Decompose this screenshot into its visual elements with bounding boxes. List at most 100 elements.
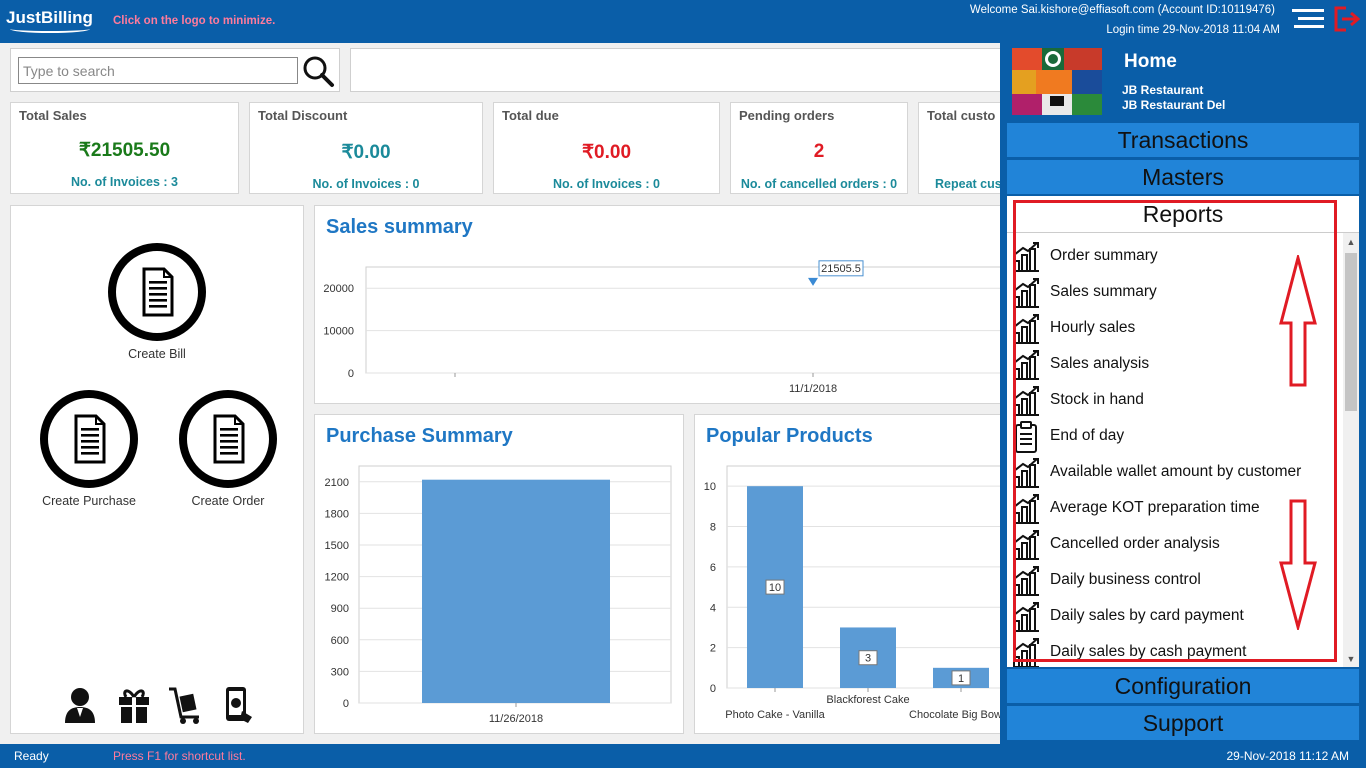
- y-tick-label: 2100: [325, 477, 349, 489]
- data-label-box: [765, 579, 785, 595]
- create-order-button[interactable]: Create Order: [172, 390, 284, 508]
- y-tick-label: 10000: [323, 326, 354, 338]
- report-item-label: Stock in hand: [1050, 391, 1144, 408]
- shortcut-hint: Press F1 for shortcut list.: [113, 749, 246, 763]
- bar-chart-icon: [1011, 493, 1041, 525]
- top-bar: JustBilling Click on the logo to minimiz…: [0, 0, 1366, 43]
- bar-chart-icon: [1011, 601, 1041, 633]
- report-item-label: Order summary: [1050, 247, 1158, 264]
- y-tick-label: 1500: [325, 540, 349, 552]
- y-tick-label: 1800: [325, 508, 349, 520]
- data-label: 3: [865, 653, 871, 665]
- x-tick-label: Chocolate Big Bow C: [909, 709, 1013, 721]
- customer-icon[interactable]: [62, 685, 98, 725]
- data-label-box: [951, 670, 971, 686]
- sales-summary-panel: Sales summary 0 10000 20000 11/1/2018 21505.…: [314, 205, 1014, 404]
- purchase-summary-title: Purchase Summary: [326, 425, 513, 447]
- search-input[interactable]: [18, 57, 298, 84]
- report-item[interactable]: End of day: [1011, 419, 1341, 455]
- bar-chart-icon: [1011, 529, 1041, 561]
- stat-value: ₹0.00: [581, 142, 632, 163]
- y-tick-label: 8: [710, 522, 716, 534]
- report-item[interactable]: Cancelled order analysis: [1011, 527, 1341, 563]
- bar: [422, 479, 610, 703]
- minimize-hint: Click on the logo to minimize.: [113, 15, 276, 27]
- stat-label: Total Sales: [19, 108, 87, 123]
- report-item-label: Sales analysis: [1050, 355, 1150, 372]
- create-purchase-button[interactable]: Create Purchase: [30, 390, 148, 508]
- x-tick-label: Photo Cake - Vanilla: [725, 709, 825, 721]
- stat-subtext: No. of Invoices : 0: [312, 177, 420, 191]
- bar-chart-icon: [1011, 349, 1041, 381]
- x-tick-label: Blackforest Cake: [826, 694, 909, 706]
- brand-collage-image[interactable]: [1012, 48, 1102, 115]
- stat-total-sales[interactable]: Total Sales ₹21505.50 No. of Invoices : …: [10, 102, 239, 194]
- stat-label: Total custo: [927, 108, 996, 123]
- report-item-label: Sales summary: [1050, 283, 1157, 300]
- stat-subtext: No. of Invoices : 0: [553, 177, 660, 191]
- y-tick-label: 0: [343, 698, 349, 710]
- search-icon[interactable]: [301, 54, 335, 88]
- mobile-payment-icon[interactable]: [220, 685, 256, 725]
- support-menu[interactable]: Support: [1007, 706, 1359, 740]
- stat-pending-orders[interactable]: Pending orders 2 No. of cancelled orders…: [730, 102, 908, 194]
- report-item[interactable]: Available wallet amount by customer: [1011, 455, 1341, 491]
- report-item[interactable]: Sales analysis: [1011, 347, 1341, 383]
- popular-products-title: Popular Products: [706, 425, 873, 447]
- configuration-menu[interactable]: Configuration: [1007, 669, 1359, 703]
- report-item[interactable]: Daily sales by cash payment: [1011, 635, 1341, 667]
- home-link[interactable]: Home: [1124, 51, 1177, 72]
- y-tick-label: 900: [331, 603, 349, 615]
- logout-icon[interactable]: [1332, 5, 1362, 33]
- report-item-label: Average KOT preparation time: [1050, 499, 1260, 516]
- bar-chart-icon: [1011, 277, 1041, 309]
- scroll-up-icon[interactable]: ▲: [1346, 237, 1356, 247]
- clipboard-icon: [1011, 421, 1041, 453]
- scroll-down-icon[interactable]: ▼: [1346, 654, 1356, 664]
- stat-total-discount[interactable]: Total Discount ₹0.00 No. of Invoices : 0: [249, 102, 483, 194]
- x-tick-label: 11/1/2018: [789, 383, 837, 395]
- gift-icon[interactable]: [116, 685, 152, 725]
- report-item[interactable]: Daily business control: [1011, 563, 1341, 599]
- login-time: Login time 29-Nov-2018 11:04 AM: [1106, 24, 1280, 36]
- popular-products-chart: 0 2 4 6 8 10 10 Photo Cake - Vanilla 3 Blackfores…: [704, 465, 1013, 721]
- data-label: 1: [958, 673, 964, 685]
- drawer-header: Home JB Restaurant JB Restaurant Del: [1000, 43, 1366, 120]
- reports-menu[interactable]: Reports: [1007, 196, 1359, 232]
- stat-total-due[interactable]: Total due ₹0.00 No. of Invoices : 0: [493, 102, 720, 194]
- stat-subtext: No. of Invoices : 3: [71, 175, 178, 189]
- status-ready: Ready: [14, 749, 49, 763]
- transactions-menu[interactable]: Transactions: [1007, 123, 1359, 157]
- purchase-summary-panel: Purchase Summary 0 300 600 900 1200 1500 1800 2…: [314, 414, 684, 734]
- scrollbar-thumb[interactable]: [1345, 253, 1357, 411]
- masters-menu[interactable]: Masters: [1007, 160, 1359, 194]
- trolley-icon[interactable]: [167, 685, 203, 725]
- logo-swoosh: [10, 25, 90, 33]
- create-bill-label: Create Bill: [128, 347, 186, 361]
- app-logo[interactable]: JustBilling: [6, 8, 93, 33]
- y-tick-label: 0: [710, 683, 716, 695]
- reports-scrollbar[interactable]: ▲ ▼: [1343, 233, 1359, 667]
- logo-text: JustBilling: [6, 8, 93, 27]
- purchase-document-icon: [40, 390, 138, 488]
- report-item[interactable]: Hourly sales: [1011, 311, 1341, 347]
- status-datetime: 29-Nov-2018 11:12 AM: [1226, 749, 1349, 763]
- status-bar: Ready Press F1 for shortcut list. 29-Nov…: [0, 744, 1366, 768]
- y-tick-label: 10: [704, 481, 716, 493]
- y-tick-label: 20000: [323, 283, 354, 295]
- data-label-box: [818, 260, 864, 277]
- report-item[interactable]: Daily sales by card payment: [1011, 599, 1341, 635]
- report-item[interactable]: Average KOT preparation time: [1011, 491, 1341, 527]
- restaurant-name-1: JB Restaurant: [1122, 83, 1204, 97]
- report-item[interactable]: Stock in hand: [1011, 383, 1341, 419]
- create-bill-button[interactable]: Create Bill: [107, 243, 207, 361]
- stat-subtext: Repeat cus: [935, 177, 1002, 191]
- hamburger-menu-icon[interactable]: [1292, 9, 1324, 31]
- report-item-label: Daily business control: [1050, 571, 1201, 588]
- stat-value: ₹21505.50: [78, 140, 171, 161]
- y-tick-label: 6: [710, 562, 716, 574]
- plot-area: [365, 266, 1013, 374]
- report-item-label: Cancelled order analysis: [1050, 535, 1220, 552]
- stat-label: Pending orders: [739, 108, 835, 123]
- bill-document-icon: [108, 243, 206, 341]
